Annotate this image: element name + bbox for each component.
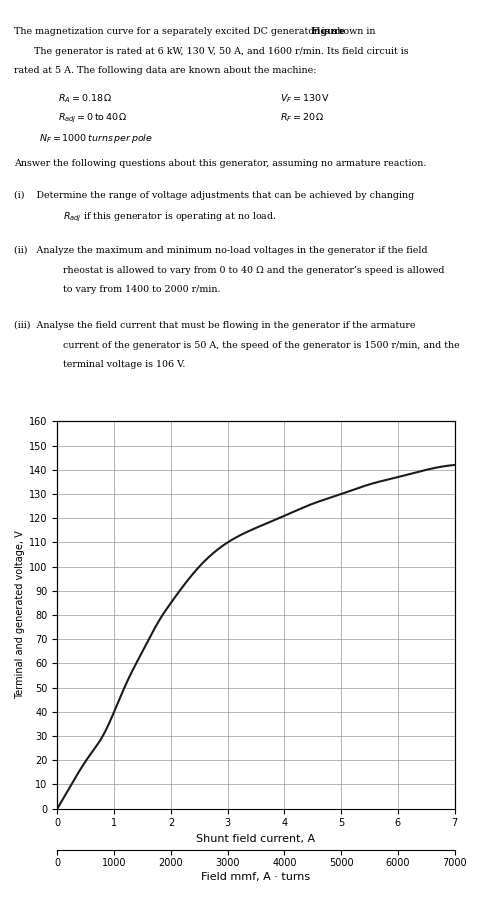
Text: (iii)  Analyse the field current that must be flowing in the generator if the ar: (iii) Analyse the field current that mus…: [14, 321, 416, 330]
Text: $N_F = 1000\,\mathit{turns\,per\,pole}$: $N_F = 1000\,\mathit{turns\,per\,pole}$: [39, 132, 152, 144]
Text: current of the generator is 50 A, the speed of the generator is 1500 r/min, and : current of the generator is 50 A, the sp…: [63, 341, 459, 350]
Text: $R_{adj}$ if this generator is operating at no load.: $R_{adj}$ if this generator is operating…: [63, 211, 277, 223]
X-axis label: Field mmf, A · turns: Field mmf, A · turns: [201, 872, 310, 882]
Text: $R_F = 20\,\Omega$: $R_F = 20\,\Omega$: [280, 112, 324, 125]
Y-axis label: Terminal and generated voltage, V: Terminal and generated voltage, V: [15, 531, 25, 700]
Text: rheostat is allowed to vary from 0 to 40 Ω and the generator’s speed is allowed: rheostat is allowed to vary from 0 to 40…: [63, 266, 444, 274]
Text: The generator is rated at 6 kW, 130 V, 50 A, and 1600 r/min. Its field circuit i: The generator is rated at 6 kW, 130 V, 5…: [34, 47, 408, 56]
Text: $R_{adj} = 0\,\mathrm{to}\,40\,\Omega$: $R_{adj} = 0\,\mathrm{to}\,40\,\Omega$: [58, 112, 128, 125]
Text: Figure: Figure: [311, 27, 346, 36]
Text: The magnetization curve for a separately excited DC generator is shown in: The magnetization curve for a separately…: [14, 27, 379, 36]
Text: (ii)   Analyze the maximum and minimum no-load voltages in the generator if the : (ii) Analyze the maximum and minimum no-…: [14, 246, 428, 255]
Text: $R_A = 0.18\,\Omega$: $R_A = 0.18\,\Omega$: [58, 92, 112, 105]
Text: (i)    Determine the range of voltage adjustments that can be achieved by changi: (i) Determine the range of voltage adjus…: [14, 191, 415, 200]
Text: $V_F = 130\,\mathrm{V}$: $V_F = 130\,\mathrm{V}$: [280, 92, 330, 105]
Text: terminal voltage is 106 V.: terminal voltage is 106 V.: [63, 361, 185, 370]
Text: rated at 5 A. The following data are known about the machine:: rated at 5 A. The following data are kno…: [14, 66, 317, 75]
X-axis label: Shunt field current, A: Shunt field current, A: [197, 834, 316, 844]
Text: Answer the following questions about this generator, assuming no armature reacti: Answer the following questions about thi…: [14, 159, 427, 168]
Text: to vary from 1400 to 2000 r/min.: to vary from 1400 to 2000 r/min.: [63, 285, 220, 294]
